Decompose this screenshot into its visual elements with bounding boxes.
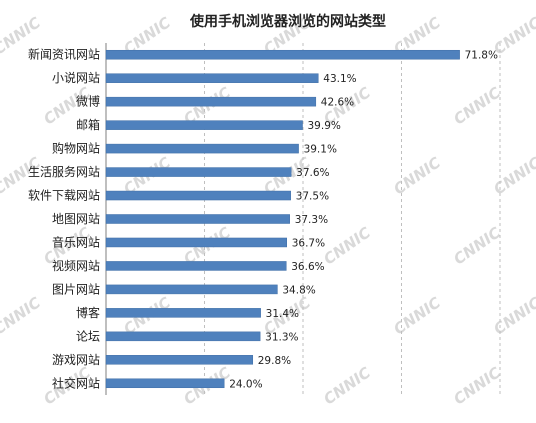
category-label-13: 游戏网站 [52,353,100,367]
value-label-8: 36.7% [292,237,325,249]
bar-9 [105,261,287,271]
value-label-3: 39.9% [308,120,341,132]
category-label-6: 软件下载网站 [28,189,100,203]
chart-title: 使用手机浏览器浏览的网站类型 [189,13,386,30]
bar-10 [105,284,278,295]
watermark-17: CNNIC [450,223,504,268]
value-labels: 71.8% 43.1% 42.6% 39.9% 39.1% 37.6% 37.5% 37.3%… [229,50,498,391]
value-label-10: 34.8% [282,284,315,296]
watermark-21: CNNIC [390,293,444,338]
bar-3 [105,120,303,130]
bar-13 [105,355,254,365]
bar-7 [105,214,290,224]
watermark-12: CNNIC [390,153,444,198]
value-label-14: 24.0% [229,378,262,390]
value-label-7: 37.3% [295,214,328,226]
value-label-2: 42.6% [321,97,354,109]
value-label-12: 31.3% [265,331,298,343]
category-label-8: 音乐网站 [52,234,100,249]
watermark-13: CNNIC [490,153,536,198]
watermark-16: CNNIC [320,223,374,268]
value-label-5: 37.6% [296,167,329,179]
watermark-25: CNNIC [320,363,374,408]
category-label-11: 博客 [76,305,100,320]
watermark-22: CNNIC [490,293,536,338]
value-label-13: 29.8% [258,355,291,367]
bars-group [105,49,460,389]
bar-4 [105,143,299,154]
category-label-5: 生活服务网站 [28,164,100,179]
category-label-3: 邮箱 [76,117,100,132]
value-label-6: 37.5% [296,191,329,203]
value-label-11: 31.4% [266,308,299,320]
bar-2 [105,96,317,107]
bar-5 [105,167,292,177]
category-label-14: 社交网站 [52,375,100,390]
category-labels: 新闻资讯网站小说网站微博邮箱购物网站生活服务网站软件下载网站地图网站音乐网站视频… [28,47,100,391]
category-label-0: 新闻资讯网站 [28,47,100,62]
value-label-4: 39.1% [304,144,337,156]
bar-8 [105,237,287,248]
value-label-9: 36.6% [291,261,324,273]
bar-0 [105,49,460,60]
category-label-10: 图片网站 [52,282,100,296]
bar-14 [105,378,225,389]
category-label-9: 视频网站 [52,258,100,273]
bar-1 [105,73,319,83]
watermark-18: CNNIC [0,293,44,338]
bar-12 [105,331,261,342]
value-label-1: 43.1% [323,73,356,85]
category-label-7: 地图网站 [52,212,100,226]
watermark-26: CNNIC [450,363,504,408]
bar-6 [105,190,291,201]
watermark-8: CNNIC [450,83,504,128]
value-label-0: 71.8% [465,50,498,62]
category-label-1: 小说网站 [52,70,100,85]
category-label-2: 微博 [76,94,100,109]
category-label-12: 论坛 [76,329,100,343]
category-label-4: 购物网站 [52,141,100,156]
bar-11 [105,308,261,318]
